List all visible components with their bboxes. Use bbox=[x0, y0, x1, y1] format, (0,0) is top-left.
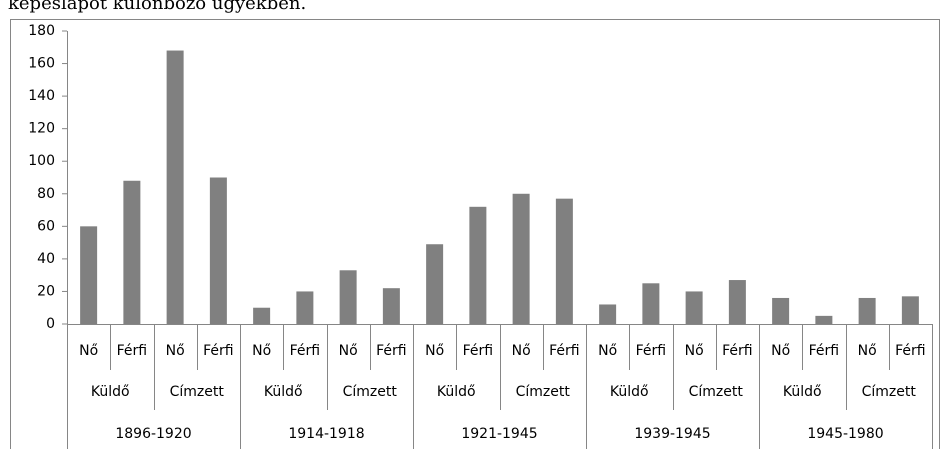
group-label: 1921-1945 bbox=[461, 426, 537, 442]
bar bbox=[209, 177, 227, 324]
bar bbox=[339, 270, 357, 324]
y-tick-label: 120 bbox=[28, 121, 55, 137]
bar bbox=[815, 315, 833, 324]
y-tick-label: 100 bbox=[28, 153, 55, 169]
y-tick-label: 40 bbox=[37, 251, 55, 267]
bar bbox=[80, 226, 98, 324]
bar bbox=[382, 288, 400, 324]
x-tick-label: Férfi bbox=[549, 343, 579, 359]
bar bbox=[296, 291, 314, 324]
bar bbox=[901, 296, 919, 324]
group-label: 1914-1918 bbox=[288, 426, 364, 442]
x-tick-label: Nő bbox=[685, 343, 704, 359]
subgroup-label: Címzett bbox=[689, 384, 744, 400]
bar bbox=[772, 297, 790, 324]
x-tick-label: Férfi bbox=[636, 343, 666, 359]
x-tick-label: Férfi bbox=[722, 343, 752, 359]
x-tick-label: Férfi bbox=[895, 343, 925, 359]
bar bbox=[123, 180, 141, 324]
x-tick-label: Nő bbox=[252, 343, 271, 359]
subgroup-label: Címzett bbox=[862, 384, 917, 400]
subgroup-label: Címzett bbox=[170, 384, 225, 400]
bar bbox=[512, 193, 530, 324]
x-tick-label: Férfi bbox=[463, 343, 493, 359]
x-tick-label: Nő bbox=[771, 343, 790, 359]
bar bbox=[469, 206, 487, 324]
y-tick-label: 140 bbox=[28, 88, 55, 104]
x-tick-label: Férfi bbox=[203, 343, 233, 359]
x-tick-label: Nő bbox=[425, 343, 444, 359]
x-tick-label: Nő bbox=[598, 343, 617, 359]
x-tick-label: Férfi bbox=[290, 343, 320, 359]
chart-border bbox=[10, 19, 940, 449]
bar bbox=[555, 198, 573, 324]
y-tick-label: 180 bbox=[28, 23, 55, 39]
y-tick-label: 160 bbox=[28, 56, 55, 72]
subgroup-label: Címzett bbox=[516, 384, 571, 400]
subgroup-label: Küldő bbox=[437, 384, 476, 400]
x-tick-label: Nő bbox=[166, 343, 185, 359]
y-tick-label: 80 bbox=[37, 186, 55, 202]
bar bbox=[642, 283, 660, 324]
subgroup-label: Küldő bbox=[91, 384, 130, 400]
x-tick-label: Nő bbox=[858, 343, 877, 359]
x-tick-label: Férfi bbox=[117, 343, 147, 359]
y-tick-label: 0 bbox=[46, 316, 55, 332]
x-tick-label: Nő bbox=[512, 343, 531, 359]
bar bbox=[858, 297, 876, 324]
subgroup-label: Küldő bbox=[783, 384, 822, 400]
bar bbox=[253, 307, 271, 324]
bar bbox=[728, 280, 746, 324]
x-tick-label: Férfi bbox=[376, 343, 406, 359]
bar bbox=[426, 244, 444, 324]
x-tick-label: Férfi bbox=[809, 343, 839, 359]
subgroup-label: Címzett bbox=[343, 384, 398, 400]
y-tick-label: 60 bbox=[37, 218, 55, 234]
group-label: 1939-1945 bbox=[634, 426, 710, 442]
group-label: 1896-1920 bbox=[115, 426, 191, 442]
subgroup-label: Küldő bbox=[610, 384, 649, 400]
y-tick-label: 20 bbox=[37, 283, 55, 299]
subgroup-label: Küldő bbox=[264, 384, 303, 400]
x-tick-label: Nő bbox=[79, 343, 98, 359]
group-label: 1945-1980 bbox=[807, 426, 883, 442]
x-tick-label: Nő bbox=[339, 343, 358, 359]
bar bbox=[166, 50, 184, 325]
bar bbox=[685, 291, 703, 324]
caption: képeslapot különböző ügyekben. bbox=[8, 0, 306, 14]
bar bbox=[599, 304, 617, 324]
